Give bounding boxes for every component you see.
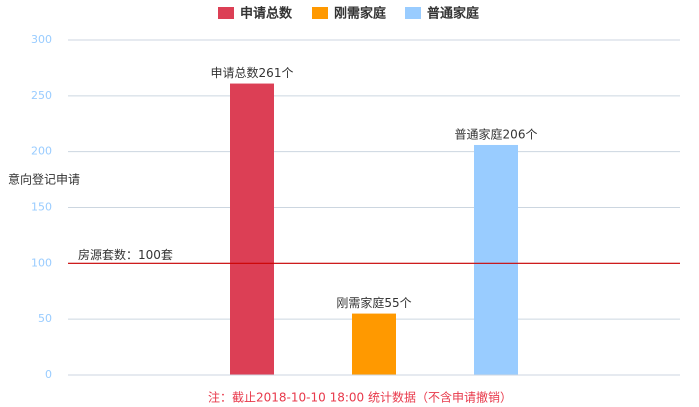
- y-axis-label: 意向登记申请: [8, 172, 80, 187]
- bar: [230, 83, 274, 376]
- legend-label: 刚需家庭: [334, 6, 387, 22]
- bar: [352, 313, 396, 375]
- data-label: 普通家庭206个: [455, 126, 538, 141]
- note: 注：截止2018-10-10 18:00 统计数据（不含申请撤销）: [208, 390, 512, 405]
- y-tick-label: 50: [38, 312, 52, 325]
- legend-label: 普通家庭: [427, 6, 480, 22]
- y-tick-label: 300: [31, 33, 52, 46]
- legend-swatch: [218, 7, 234, 19]
- y-tick-label: 200: [31, 145, 52, 158]
- data-label: 申请总数261个: [211, 65, 294, 80]
- y-tick-label: 100: [31, 256, 52, 269]
- y-tick-label: 150: [31, 201, 52, 214]
- data-label: 刚需家庭55个: [336, 295, 411, 310]
- legend-swatch: [312, 7, 328, 19]
- mark-line-label: 房源套数：100套: [78, 247, 173, 262]
- legend-label: 申请总数: [240, 6, 293, 22]
- legend-swatch: [405, 7, 421, 19]
- y-tick-label: 250: [31, 89, 52, 102]
- y-tick-label: 0: [45, 368, 52, 381]
- bar: [474, 144, 518, 375]
